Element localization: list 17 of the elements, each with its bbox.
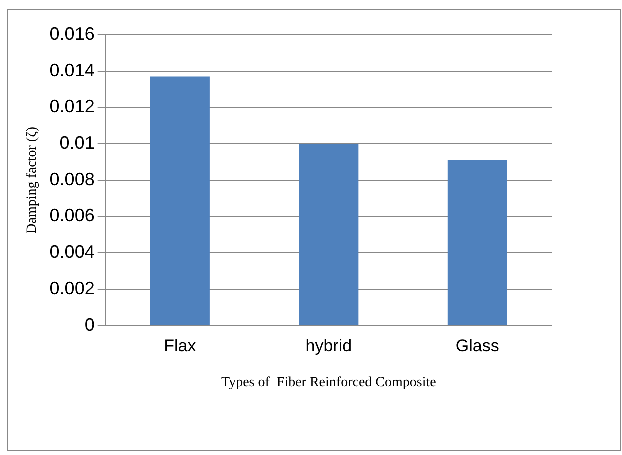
y-tick-label: 0 — [84, 314, 95, 335]
y-tick-label: 0.014 — [50, 60, 95, 80]
y-tick-label: 0.016 — [50, 24, 95, 44]
bar — [299, 144, 359, 326]
x-axis-title: Types of Fiber Reinforced Composite — [222, 375, 436, 390]
y-tick-label: 0.008 — [50, 169, 95, 190]
y-axis-title: Damping factor (ζ) — [25, 126, 40, 234]
y-tick-label: 0.012 — [50, 96, 95, 117]
bar — [448, 160, 508, 326]
y-tick-label: 0.01 — [60, 133, 95, 154]
x-tick-label: Flax — [164, 336, 197, 356]
y-tick-label: 0.004 — [50, 242, 95, 262]
x-tick-label: Glass — [456, 336, 500, 356]
y-tick-label: 0.006 — [50, 206, 95, 226]
y-tick-label: 0.002 — [50, 278, 95, 298]
bar — [150, 76, 210, 326]
x-tick-label: hybrid — [306, 336, 352, 356]
